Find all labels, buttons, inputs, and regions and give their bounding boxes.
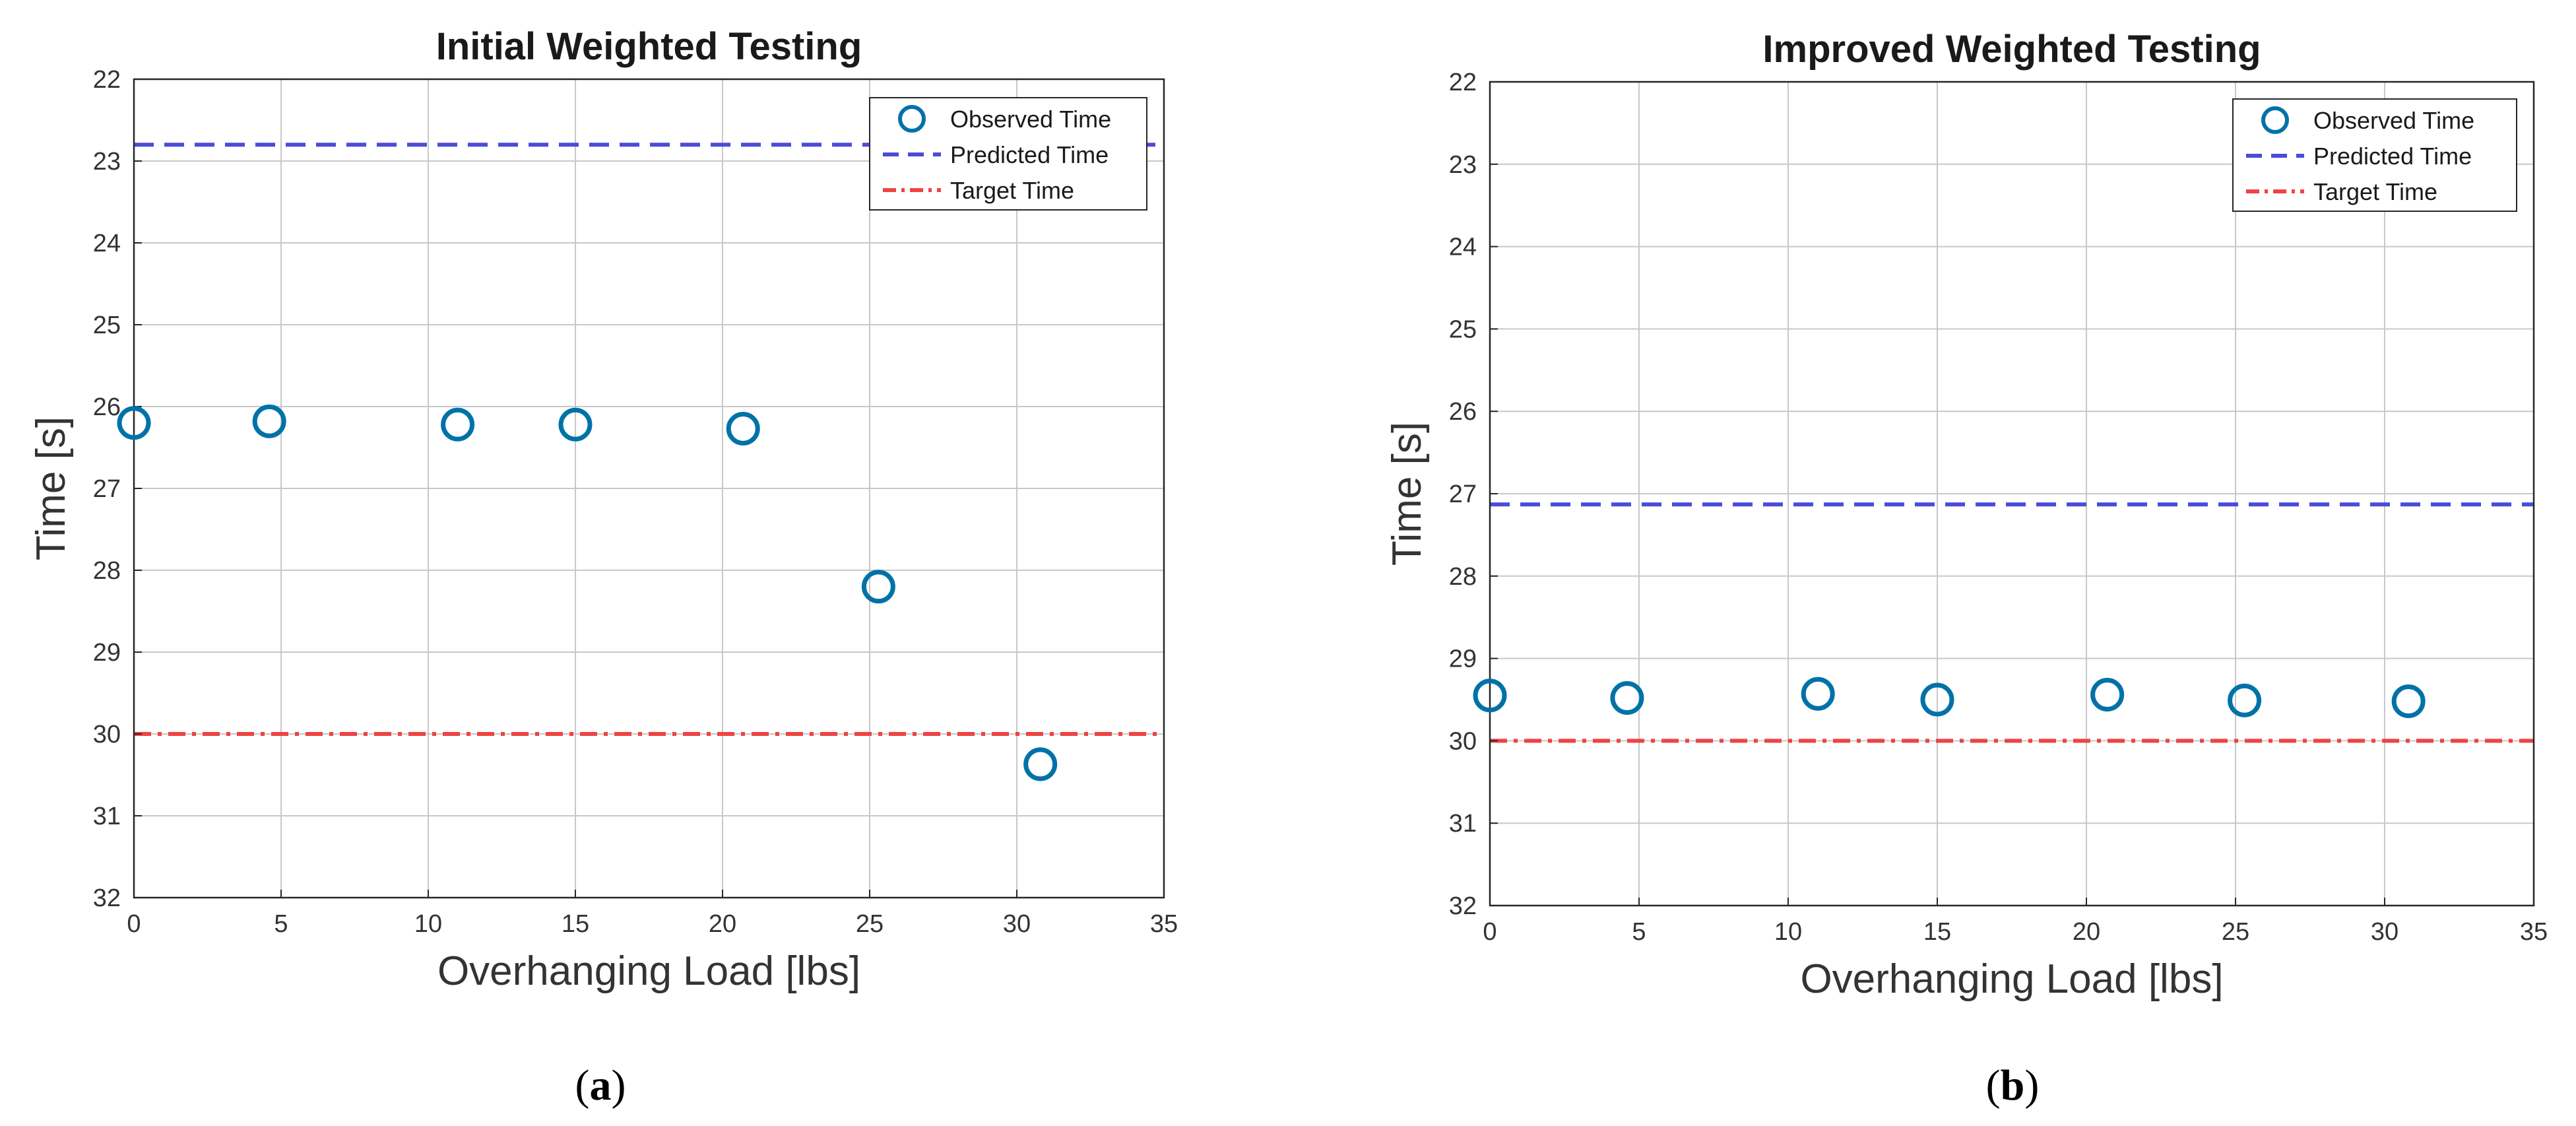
legend: Observed Time Predicted Time Target Time <box>2232 98 2517 212</box>
x-tick-label: 15 <box>1923 918 1951 946</box>
x-tick-label: 20 <box>2073 918 2100 946</box>
legend-label: Observed Time <box>2313 107 2474 134</box>
y-tick-label: 23 <box>1449 151 1477 179</box>
x-axis-label: Overhanging Load [lbs] <box>437 948 860 994</box>
y-tick-label: 29 <box>93 639 121 667</box>
observed-time-point <box>252 404 286 438</box>
y-tick-label: 22 <box>1449 69 1477 96</box>
x-tick-label: 35 <box>1150 910 1178 938</box>
legend-label: Predicted Time <box>2313 143 2472 170</box>
y-tick-label: 27 <box>1449 480 1477 508</box>
x-tick-label: 5 <box>1632 918 1646 946</box>
y-tick-label: 28 <box>93 557 121 585</box>
observed-time-point <box>2391 684 2426 718</box>
observed-time-point <box>726 411 760 446</box>
x-tick-label: 25 <box>2222 918 2249 946</box>
x-tick-label: 25 <box>856 910 884 938</box>
y-tick-label: 27 <box>93 475 121 503</box>
y-axis-label: Time [s] <box>1384 422 1430 566</box>
y-tick-label: 22 <box>93 66 121 94</box>
x-tick-label: 0 <box>127 910 141 938</box>
observed-time-point <box>861 570 895 604</box>
observed-time-point <box>558 407 593 442</box>
panel-caption: (b) <box>1986 1061 2040 1109</box>
y-tick-label: 31 <box>1449 810 1477 838</box>
observed-time-point <box>1023 747 1058 781</box>
observed-time-point <box>117 406 151 440</box>
x-tick-label: 10 <box>414 910 442 938</box>
x-tick-label: 15 <box>562 910 589 938</box>
observed-time-point <box>2090 678 2125 712</box>
legend-label: Target Time <box>950 177 1074 204</box>
y-tick-label: 30 <box>93 721 121 748</box>
x-tick-label: 5 <box>274 910 288 938</box>
y-tick-label: 24 <box>1449 234 1477 261</box>
legend-label: Predicted Time <box>950 141 1109 168</box>
observed-time-point <box>1801 677 1835 711</box>
y-tick-label: 24 <box>93 230 121 257</box>
y-tick-label: 25 <box>93 312 121 339</box>
y-tick-label: 26 <box>93 393 121 421</box>
y-axis-label: Time [s] <box>28 416 74 560</box>
y-tick-label: 28 <box>1449 563 1477 591</box>
chart-title: Initial Weighted Testing <box>436 25 862 68</box>
chart-title: Improved Weighted Testing <box>1762 28 2261 71</box>
y-tick-label: 23 <box>93 148 121 176</box>
observed-time-point <box>1473 679 1507 713</box>
y-tick-label: 29 <box>1449 646 1477 673</box>
legend-label: Target Time <box>2313 178 2437 205</box>
x-axis-label: Overhanging Load [lbs] <box>1800 956 2223 1002</box>
legend-marker-observed-icon <box>2261 106 2289 134</box>
observed-time-point <box>1610 681 1644 715</box>
y-tick-label: 25 <box>1449 315 1477 343</box>
x-tick-label: 0 <box>1483 918 1497 946</box>
x-tick-label: 20 <box>709 910 736 938</box>
observed-time-point <box>1920 682 1954 717</box>
panel-caption: (a) <box>575 1061 626 1109</box>
y-tick-label: 30 <box>1449 727 1477 755</box>
x-tick-label: 35 <box>2520 918 2548 946</box>
chart-panel-a: 0 5 10 15 20 25 30 35 22 23 24 25 26 27 28 29 30 31 32 Init… <box>28 25 1178 1109</box>
chart-panel-b: 0 5 10 15 20 25 30 35 22 23 24 25 26 27 28 29 30 31 32 Impr… <box>1384 28 2548 1109</box>
y-tick-label: 32 <box>93 884 121 912</box>
y-tick-label: 26 <box>1449 398 1477 426</box>
y-tick-label: 32 <box>1449 892 1477 920</box>
observed-time-point <box>2228 683 2262 717</box>
legend-marker-observed-icon <box>898 105 926 133</box>
legend-label: Observed Time <box>950 106 1111 133</box>
x-tick-label: 10 <box>1774 918 1802 946</box>
legend: Observed Time Predicted Time Target Time <box>869 97 1147 211</box>
x-tick-label: 30 <box>2371 918 2399 946</box>
x-tick-label: 30 <box>1003 910 1031 938</box>
y-tick-label: 31 <box>93 803 121 830</box>
observed-time-point <box>441 407 475 442</box>
